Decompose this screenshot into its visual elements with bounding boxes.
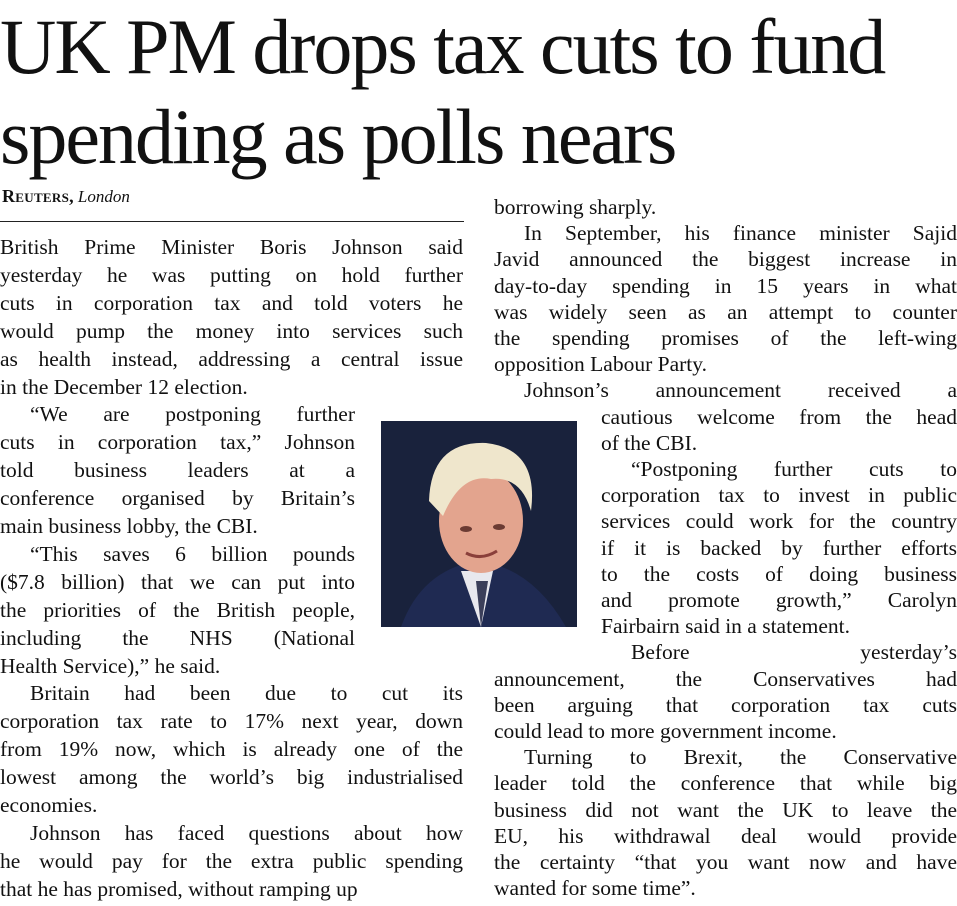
agency: Reuters, (2, 186, 74, 206)
text-line: from 19% now, which is already one of th… (0, 737, 463, 762)
text-line: as health instead, addressing a central … (0, 346, 463, 371)
text-line: Britain had been due to cut its (30, 681, 463, 706)
text-line: told business leaders at a (0, 458, 355, 483)
text-line: was widely seen as an attempt to counter (494, 299, 957, 324)
text-line: would pump the money into services such (0, 318, 463, 343)
text-line: that he has promised, without ramping up (0, 876, 358, 901)
text-line: he would pay for the extra public spendi… (0, 848, 463, 873)
text-line: main business lobby, the CBI. (0, 514, 258, 538)
text-line: In September, his finance minister Sajid (524, 221, 957, 246)
text-line: Turning to Brexit, the Conservative (524, 745, 957, 770)
photo (381, 421, 577, 627)
text-line: conference organised by Britain’s (0, 486, 355, 511)
text-line: opposition Labour Party. (494, 352, 707, 377)
text-line: ($7.8 billion) that we can put into (0, 569, 355, 594)
text-line: Javid announced the biggest increase in (494, 247, 957, 272)
text-line: economies. (0, 793, 98, 817)
text-line: could lead to more government income. (494, 719, 837, 743)
text-line: “This saves 6 billion pounds (30, 541, 355, 566)
text-line: Johnson has faced questions about how (30, 820, 463, 845)
text-line: EU, his withdrawal deal would provide (494, 823, 957, 848)
text-line: including the NHS (National (0, 625, 355, 650)
text-line: wanted for some time”. (494, 876, 696, 901)
text-line: day-to-day spending in 15 years in what (494, 273, 957, 298)
text-line: Fairbairn said in a statement. (601, 614, 850, 639)
headline: UK PM drops tax cuts to fund (0, 3, 886, 90)
byline: Reuters, London (2, 186, 130, 207)
text-line: services could work for the country (601, 509, 957, 534)
text-line: announcement, the Conservatives had (494, 666, 957, 691)
text-line: in the December 12 election. (0, 374, 248, 399)
text-line: Health Service),” he said. (0, 653, 221, 678)
text-line: cuts in corporation tax and told voters … (0, 290, 463, 315)
text-line: corporation tax rate to 17% next year, d… (0, 709, 463, 734)
location: London (77, 187, 130, 206)
text-line: corporation tax to invest in public (601, 483, 957, 508)
text-line: cautious welcome from the head (601, 404, 957, 429)
text-line: if it is backed by further efforts (601, 535, 957, 560)
text-line: “We are postponing further (30, 402, 355, 427)
headline: spending as polls nears (0, 93, 677, 180)
text-line: the spending promises of the left-wing (494, 326, 957, 350)
text-line: the certainty “that you want now and hav… (494, 850, 957, 874)
text-line: leader told the conference that while bi… (494, 771, 957, 796)
text-line: business did not want the UK to leave th… (494, 797, 957, 822)
text-line: “Postponing further cuts to (631, 457, 957, 481)
text-line: yesterday he was putting on hold further (0, 262, 463, 287)
text-line: Before yesterday’s (631, 640, 957, 665)
text-line: Johnson’s announcement received a (524, 378, 957, 403)
text-line: borrowing sharply. (494, 195, 657, 219)
text-line: the priorities of the British people, (0, 597, 355, 622)
text-line: lowest among the world’s big industriali… (0, 765, 463, 790)
text-line: British Prime Minister Boris Johnson sai… (0, 235, 463, 259)
rule (0, 221, 464, 222)
text-line: cuts in corporation tax,” Johnson (0, 430, 355, 455)
text-line: and promote growth,” Carolyn (601, 588, 957, 612)
text-line: to the costs of doing business (601, 561, 957, 586)
text-line: of the CBI. (601, 430, 698, 455)
text-line: been arguing that corporation tax cuts (494, 692, 957, 717)
